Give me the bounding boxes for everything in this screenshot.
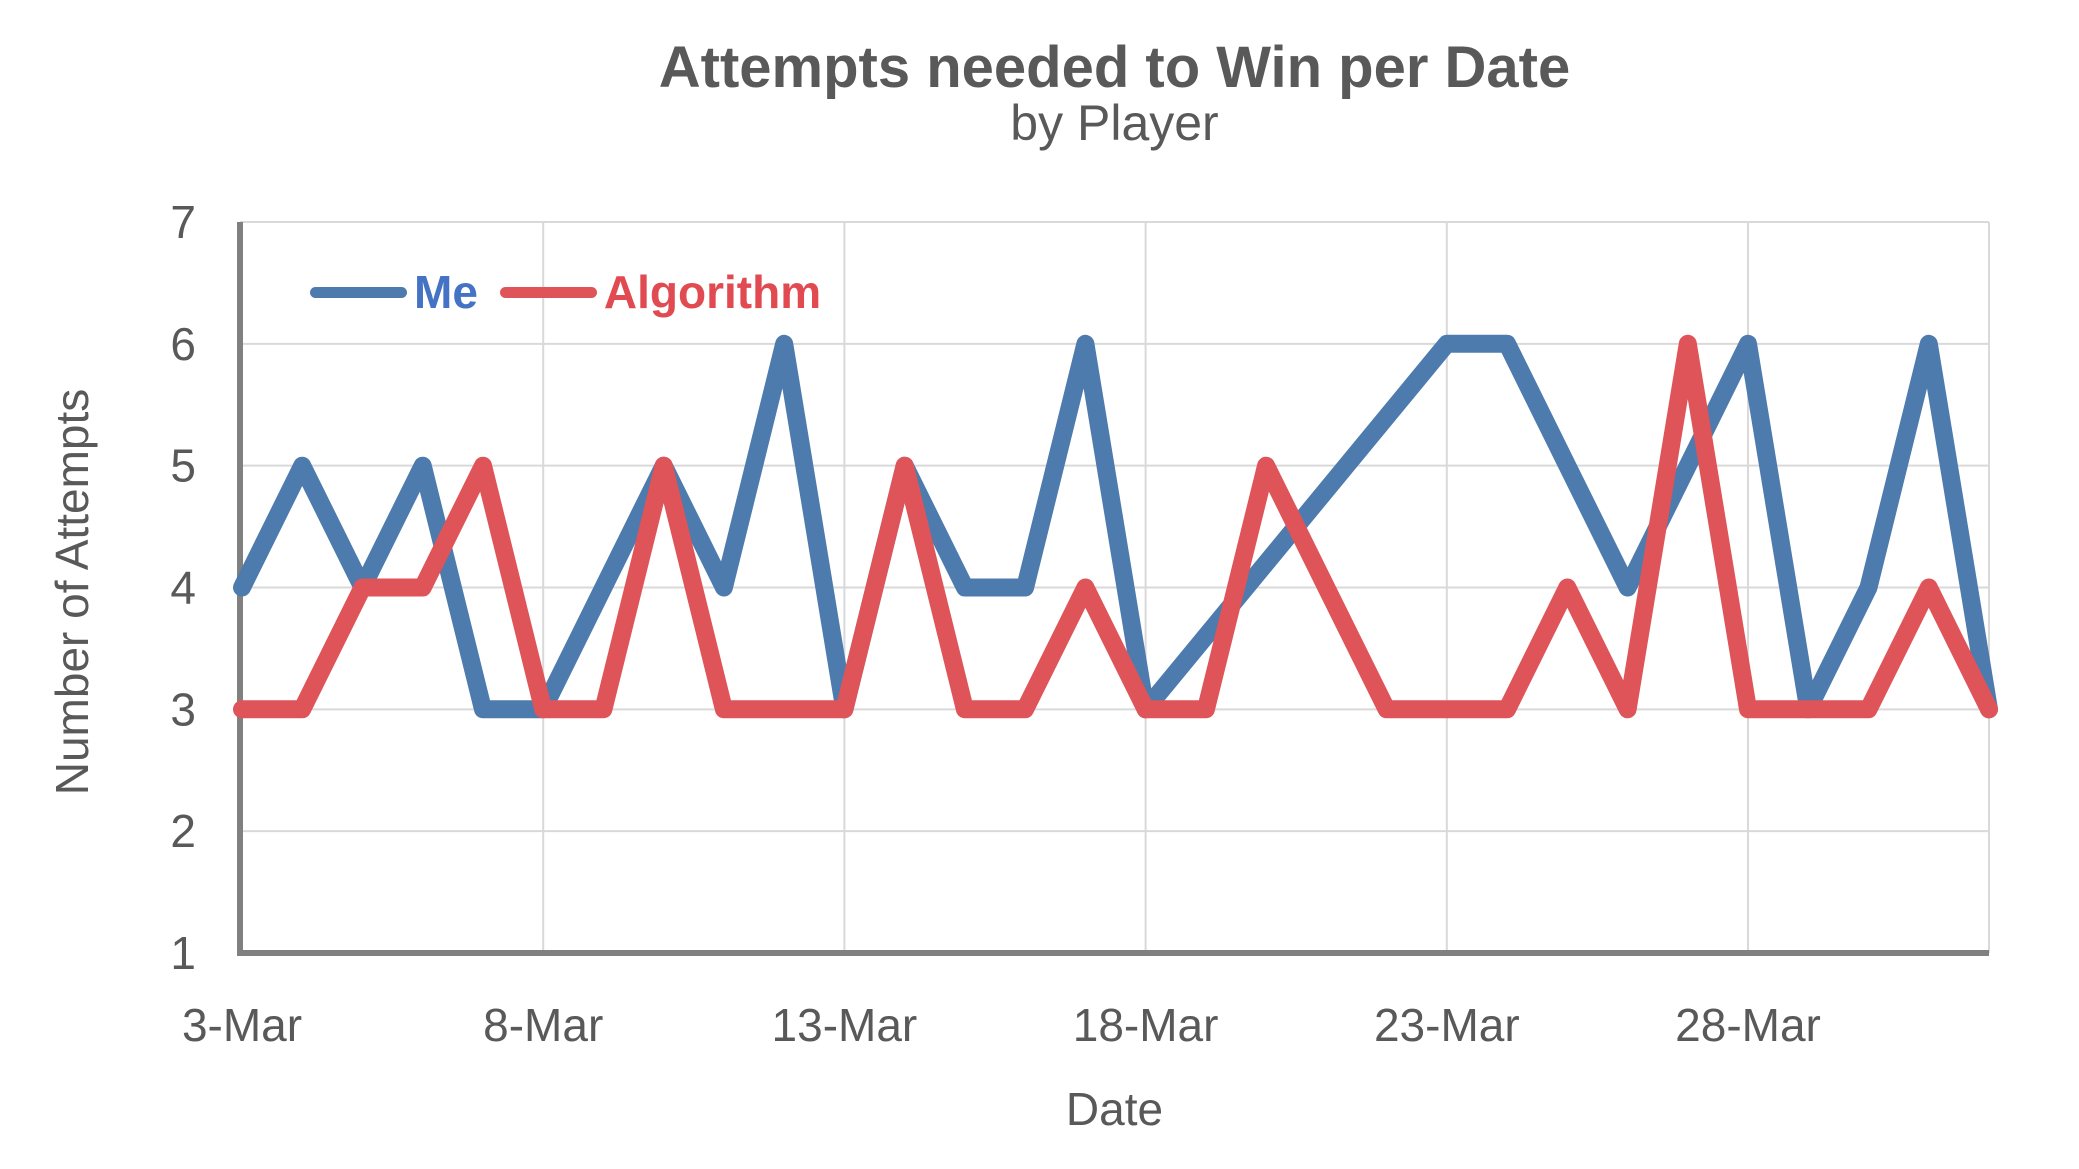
x-axis-title: Date — [1065, 1083, 1164, 1135]
x-tick-label: 13-Mar — [772, 999, 918, 1051]
x-tick-label: 18-Mar — [1073, 999, 1219, 1051]
y-tick-label: 6 — [170, 318, 196, 370]
x-tick-label: 3-Mar — [182, 999, 302, 1051]
series-line-me — [233, 334, 1998, 719]
y-tick-label: 1 — [170, 927, 196, 979]
legend-item-me: Me — [310, 265, 478, 319]
legend-label-algorithm: Algorithm — [603, 266, 822, 318]
algorithm-line-swatch-icon — [499, 286, 597, 298]
series-line-algorithm — [233, 334, 1998, 719]
legend-item-algorithm: Algorithm — [499, 265, 822, 319]
legend-label-me: Me — [414, 266, 478, 318]
x-tick-label: 28-Mar — [1675, 999, 1821, 1051]
y-tick-label: 4 — [170, 562, 196, 614]
chart-subtitle: by Player — [1010, 95, 1219, 151]
y-tick-label: 7 — [170, 196, 196, 248]
y-tick-label: 5 — [170, 440, 196, 492]
me-line-swatch-icon — [310, 286, 407, 298]
legend: Me Algorithm — [310, 266, 843, 318]
x-tick-label: 8-Mar — [483, 999, 603, 1051]
y-tick-label: 3 — [170, 683, 196, 735]
y-tick-label: 2 — [170, 805, 196, 857]
chart-title: Attempts needed to Win per Date — [658, 35, 1571, 100]
x-tick-label: 23-Mar — [1374, 999, 1520, 1051]
